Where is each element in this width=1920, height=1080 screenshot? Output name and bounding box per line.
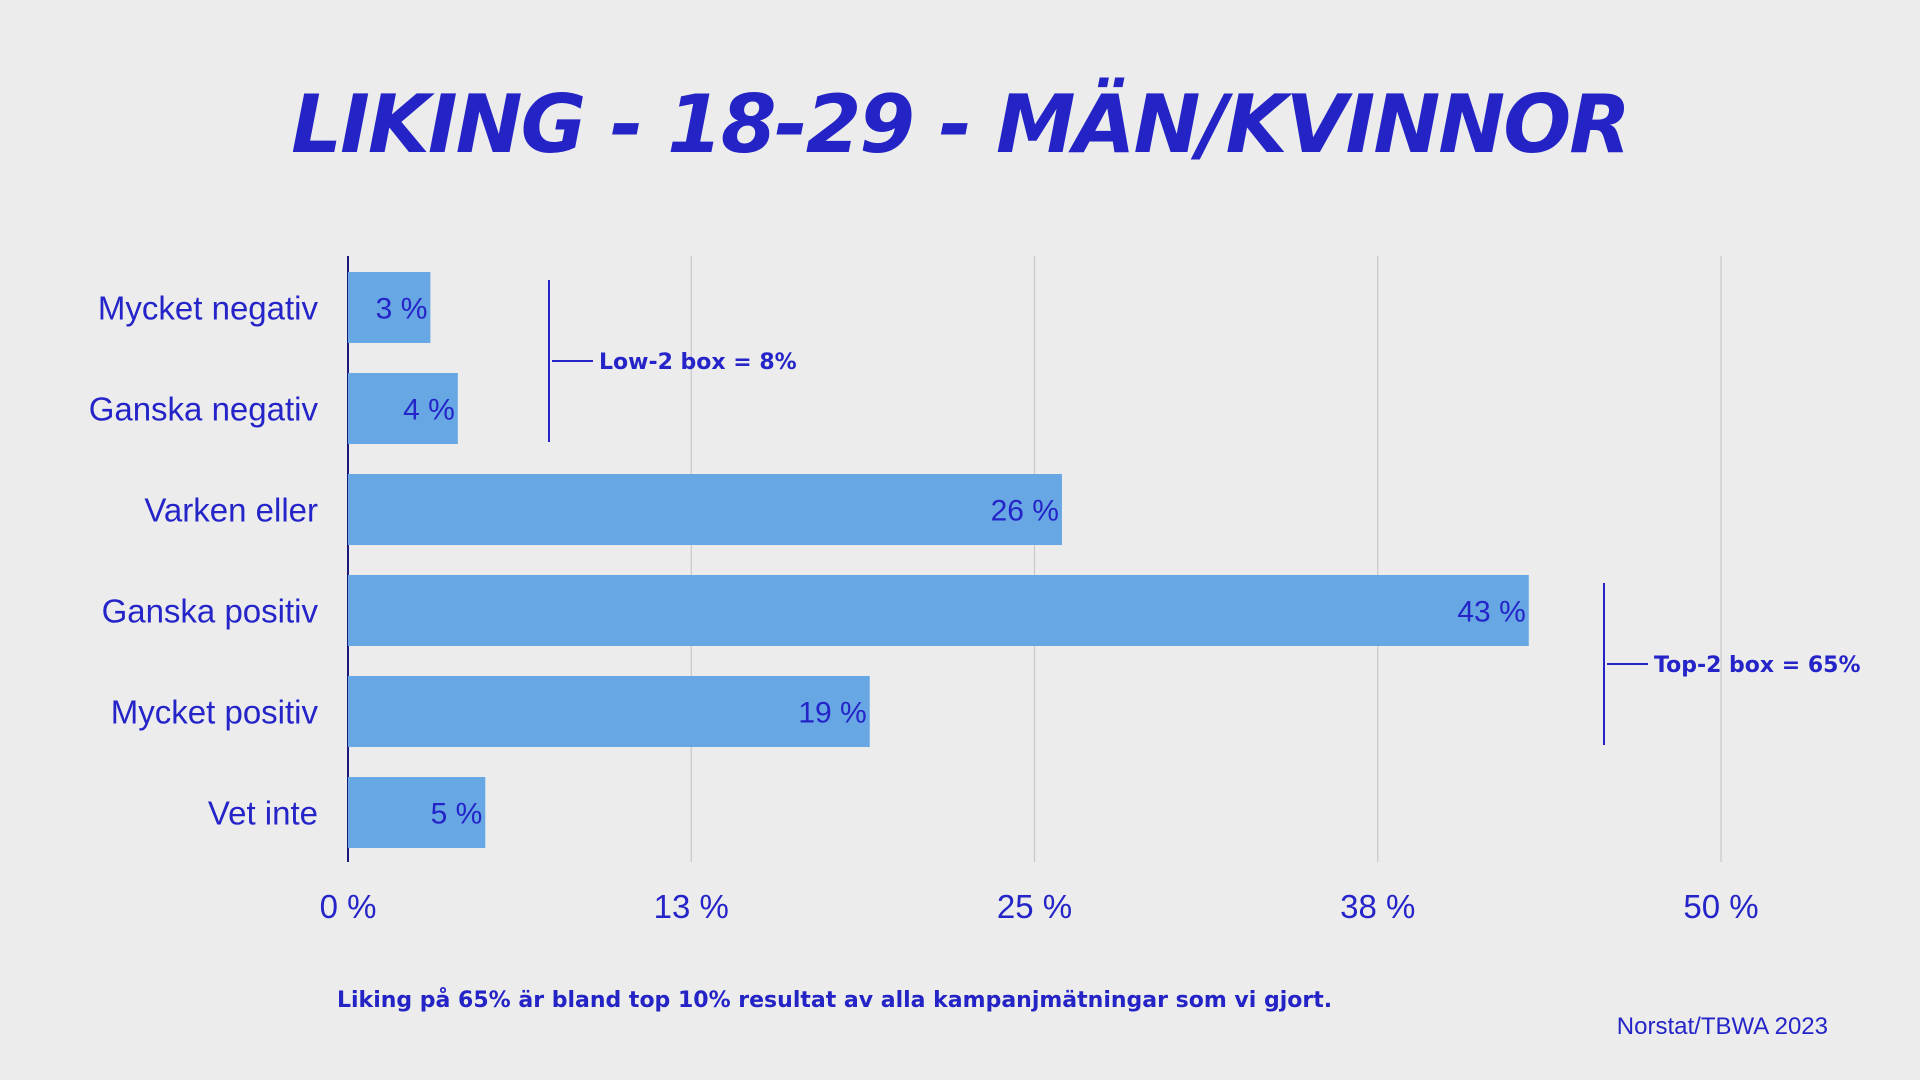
bracket-label: Low-2 box = 8% <box>599 350 797 375</box>
bracket-label: Top-2 box = 65% <box>1654 653 1861 678</box>
category-label: Varken eller <box>144 492 318 529</box>
data-label: 26 % <box>991 495 1059 528</box>
bar <box>348 575 1529 646</box>
data-label: 43 % <box>1457 596 1525 629</box>
data-label: 4 % <box>403 394 455 427</box>
annotations: Low-2 box = 8% Top-2 box = 65% <box>548 280 1861 745</box>
x-tick-label: 25 % <box>997 888 1072 925</box>
gridlines <box>347 256 1722 862</box>
x-tick-label: 50 % <box>1683 888 1758 925</box>
bar <box>348 777 486 848</box>
bar <box>348 676 870 747</box>
category-label: Mycket positiv <box>111 694 319 731</box>
category-label: Vet inte <box>208 795 318 832</box>
bar <box>348 474 1062 545</box>
bar <box>348 373 458 444</box>
footnote: Liking på 65% är bland top 10% resultat … <box>337 988 1333 1013</box>
category-label: Mycket negativ <box>98 290 319 327</box>
category-label: Ganska positiv <box>102 593 319 630</box>
x-tick-label: 38 % <box>1340 888 1415 925</box>
x-tick-label: 13 % <box>654 888 729 925</box>
chart-title: LIKING - 18-29 - MÄN/KVINNOR <box>291 78 1631 171</box>
bars: 3 % 4 % 26 % 43 % 19 % 5 % <box>348 272 1529 848</box>
category-label: Ganska negativ <box>89 391 319 428</box>
data-label: 5 % <box>431 798 483 831</box>
x-axis-ticks: 0 % 13 % 25 % 38 % 50 % <box>320 888 1759 925</box>
data-label: 3 % <box>376 293 428 326</box>
data-label: 19 % <box>798 697 866 730</box>
x-tick-label: 0 % <box>320 888 377 925</box>
source-credit: Norstat/TBWA 2023 <box>1616 1013 1828 1040</box>
category-labels: Mycket negativ Ganska negativ Varken eller… <box>89 290 319 832</box>
bar <box>348 272 431 343</box>
